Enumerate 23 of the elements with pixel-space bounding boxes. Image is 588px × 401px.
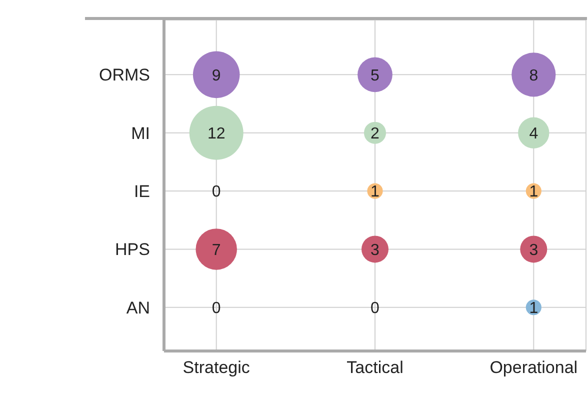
x-tick-label: Tactical (346, 358, 404, 378)
x-tick-label: Operational (490, 358, 578, 378)
data-label: 0 (212, 184, 221, 201)
data-label: 0 (212, 300, 221, 318)
data-label: 3 (529, 242, 538, 259)
data-label: 1 (529, 300, 538, 318)
y-tick-label: AN (126, 298, 150, 318)
data-label: 12 (207, 126, 226, 143)
data-label: 1 (529, 184, 538, 201)
data-label: 3 (370, 242, 380, 259)
data-label: 5 (370, 67, 380, 84)
y-tick-label: HPS (115, 240, 150, 260)
y-tick-label: IE (134, 182, 150, 202)
data-label: 1 (370, 184, 380, 201)
data-label: 2 (370, 126, 380, 143)
data-label: 8 (529, 67, 538, 84)
data-label: 9 (212, 67, 221, 84)
data-label: 7 (212, 242, 221, 259)
y-tick-label: MI (131, 124, 150, 143)
x-tick-label: Strategic (182, 358, 250, 378)
data-label: 0 (370, 300, 380, 318)
y-tick-label: ORMS (99, 66, 150, 85)
data-label: 4 (529, 126, 538, 143)
